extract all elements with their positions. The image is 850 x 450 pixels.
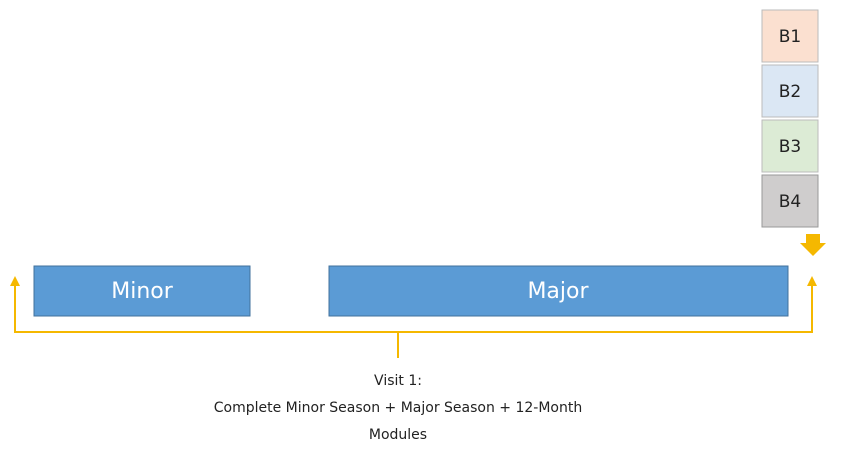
arrow-head <box>10 276 20 286</box>
block-label: B1 <box>779 27 801 47</box>
block-b1 <box>761 9 819 63</box>
down-arrow <box>800 234 826 256</box>
block-b3 <box>761 119 819 173</box>
arrow-head <box>807 276 817 286</box>
caption-line: Visit 1: <box>374 373 422 389</box>
block-b2 <box>761 64 819 118</box>
season-minor <box>33 265 251 317</box>
caption-line: Modules <box>369 427 427 443</box>
block-label: B4 <box>779 192 801 212</box>
season-major <box>328 265 789 317</box>
caption-line: Complete Minor Season + Major Season + 1… <box>214 400 582 416</box>
bracket <box>14 284 813 333</box>
block-label: B3 <box>779 137 801 157</box>
block-b4 <box>761 174 819 228</box>
season-label: Major <box>527 279 589 304</box>
season-label: Minor <box>111 279 173 304</box>
block-label: B2 <box>779 82 801 102</box>
